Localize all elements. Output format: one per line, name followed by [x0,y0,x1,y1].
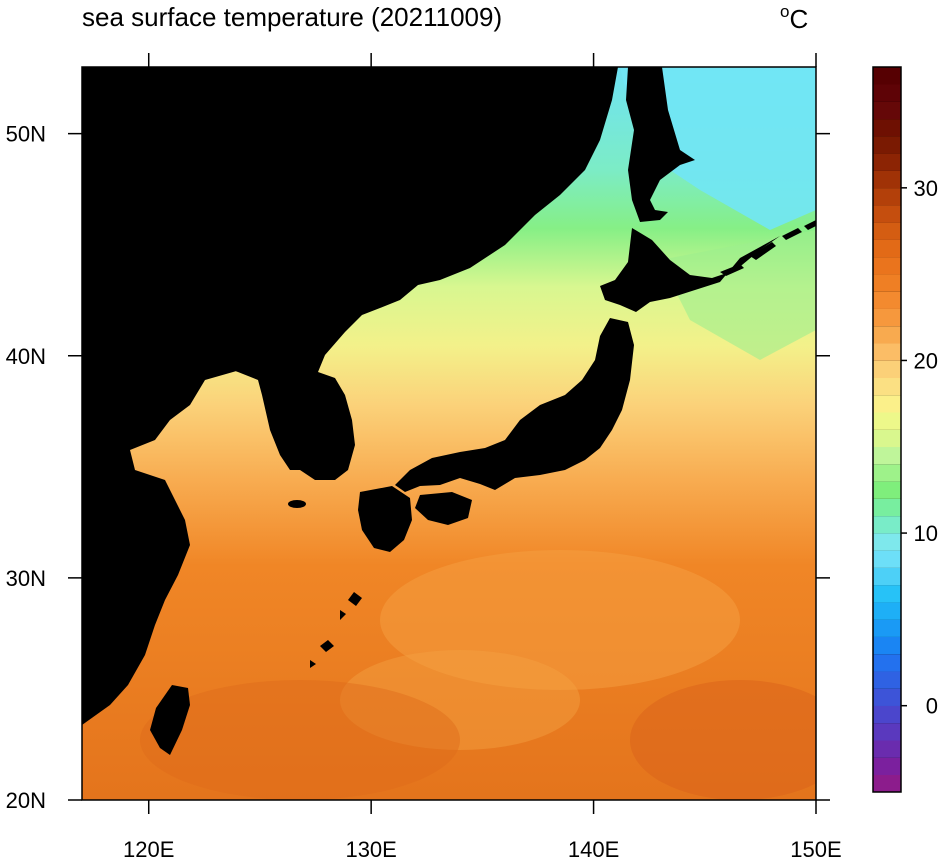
colorbar-segment [873,533,901,551]
colorbar-segment [873,239,901,258]
colorbar-segment [873,515,901,534]
kuril-islands [720,220,816,276]
colorbar-segment [873,498,901,517]
honshu [395,318,634,492]
map-frame [81,66,817,801]
colorbar-segment [873,619,901,637]
colorbar-segment [873,446,901,465]
colorbar-segment [873,118,901,137]
colorbar-frame [872,66,902,793]
colorbar-segment [873,360,901,379]
lon-tick-label: 150E [790,837,841,858]
colorbar-tick-label: 30 [914,176,938,201]
map-area [82,67,816,800]
colorbar-segment [873,602,901,620]
colorbar-tick-label: 10 [914,521,938,546]
colorbar-segment [873,550,901,568]
colorbar-segment [873,153,901,171]
colorbar-segment [873,394,901,413]
okhotsk-cold-water [620,67,816,230]
colorbar-segment [873,343,901,361]
jeju-island [288,500,306,508]
colorbar-segment [873,256,901,275]
colorbar-segment [873,705,901,724]
colorbar-tick-label: 20 [914,348,938,373]
colorbar-segment [873,187,901,206]
colorbar-segment [873,274,901,292]
hot-eddy [140,680,460,800]
colorbar [872,66,902,793]
colorbar-segment [873,481,901,499]
colorbar-segment [873,464,901,482]
colorbar-segment [873,136,901,154]
asia-mainland [82,67,618,725]
map-title: sea surface temperature (20211009) [82,2,503,32]
degree-symbol: o [780,2,790,21]
colorbar-segment [873,653,901,672]
axis-ticks [68,53,830,814]
colorbar-segment [873,170,901,189]
colorbar-segment [873,636,901,655]
lon-tick-label: 130E [345,837,396,858]
lon-tick-label: 140E [568,837,619,858]
land [82,67,816,755]
taiwan [150,685,190,755]
colorbar-segment [873,325,901,344]
lat-tick-label: 40N [6,344,46,369]
colorbar-segment [873,740,901,758]
colorbar-segment [873,308,901,327]
lat-tick-label: 30N [6,566,46,591]
unit-label: oC [780,2,809,35]
unit-letter: C [789,4,809,34]
kuroshio-oyashio-front [660,230,816,360]
axis-labels: 120E 130E 140E 150E 50N 40N 30N 20N [6,122,842,858]
warm-eddy [340,650,580,750]
warm-eddy [380,550,740,690]
hot-eddy [630,680,816,800]
colorbar-segment [873,222,901,240]
sakhalin [626,67,695,222]
colorbar-segment [873,101,901,120]
colorbar-tick-label: 0 [926,694,938,719]
colorbar-segment [873,774,901,793]
colorbar-segment [873,412,901,430]
colorbar-ticks [901,187,907,707]
colorbar-segment [873,757,901,776]
colorbar-labels: 30 20 10 0 [914,176,938,719]
colorbar-segment [873,377,901,396]
lon-tick-label: 120E [123,837,174,858]
colorbar-segment [873,671,901,689]
colorbar-segment [873,429,901,448]
kyushu [358,486,412,552]
colorbar-segment [873,688,901,706]
ryukyu-islands [310,592,362,668]
hokkaido [600,228,780,312]
lat-tick-label: 20N [6,788,46,813]
colorbar-segment [873,567,901,586]
colorbar-segment [873,584,901,603]
colorbar-segment [873,722,901,741]
colorbar-segment [873,291,901,309]
shikoku [415,492,472,525]
colorbar-segment [873,205,901,223]
colorbar-segment [873,84,901,102]
lat-tick-label: 50N [6,122,46,147]
colorbar-segment [873,67,901,85]
